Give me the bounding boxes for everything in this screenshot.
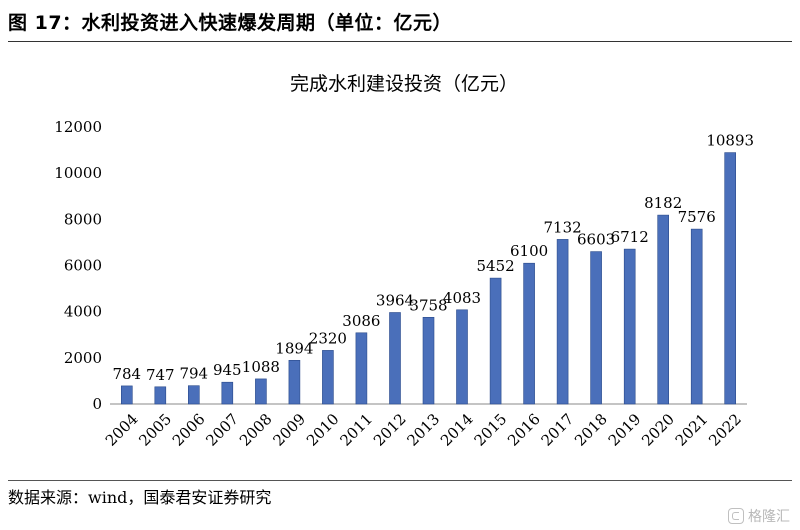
x-tick-label: 2017 bbox=[538, 410, 578, 450]
x-axis: 2004200520062007200820092010201120122013… bbox=[102, 403, 747, 450]
figure-title: 图 17：水利投资进入快速爆发周期（单位：亿元） bbox=[8, 12, 453, 34]
x-tick-label: 2008 bbox=[236, 410, 276, 450]
data-label: 747 bbox=[146, 366, 175, 384]
bar bbox=[690, 228, 703, 405]
data-label: 7132 bbox=[544, 218, 582, 236]
source-note: 数据来源：wind，国泰君安证券研究 bbox=[8, 488, 272, 507]
chart-container: 完成水利建设投资（亿元） 0 2000 4000 6000 8000 10000 12000… bbox=[0, 42, 800, 478]
data-label: 5452 bbox=[477, 257, 515, 275]
x-tick-label: 2004 bbox=[102, 410, 142, 450]
bar bbox=[154, 386, 167, 405]
bar bbox=[188, 385, 200, 405]
data-label: 6712 bbox=[611, 228, 649, 246]
x-tick-label: 2018 bbox=[571, 410, 611, 450]
bar-series bbox=[121, 152, 737, 405]
data-label: 945 bbox=[213, 361, 242, 379]
data-label: 3758 bbox=[409, 296, 447, 314]
bar bbox=[255, 378, 267, 405]
bar bbox=[221, 381, 234, 405]
data-label: 1088 bbox=[242, 358, 280, 376]
bar bbox=[121, 385, 133, 405]
bar bbox=[657, 214, 670, 405]
data-label: 6100 bbox=[510, 242, 548, 260]
x-tick-label: 2015 bbox=[471, 410, 511, 450]
bar bbox=[623, 248, 636, 405]
data-label: 10893 bbox=[706, 132, 754, 150]
x-tick-label: 2022 bbox=[705, 410, 745, 450]
x-tick-label: 2011 bbox=[336, 410, 376, 450]
bar bbox=[489, 277, 502, 405]
x-tick-label: 2014 bbox=[437, 410, 477, 450]
x-tick-label: 2010 bbox=[303, 410, 343, 450]
bar bbox=[422, 316, 435, 405]
y-tick-label: 6000 bbox=[64, 257, 102, 275]
data-label: 6603 bbox=[577, 231, 615, 249]
x-tick-label: 2007 bbox=[202, 410, 242, 450]
y-axis: 0 2000 4000 6000 8000 10000 12000 bbox=[54, 118, 102, 413]
bar bbox=[322, 350, 334, 405]
y-tick-label: 4000 bbox=[64, 303, 102, 321]
data-label: 1894 bbox=[275, 339, 313, 357]
bar bbox=[456, 309, 468, 405]
top-rule bbox=[8, 41, 792, 42]
x-tick-label: 2016 bbox=[504, 410, 544, 450]
x-tick-label: 2005 bbox=[135, 410, 175, 450]
bar bbox=[556, 239, 569, 405]
watermark-text: 格隆汇 bbox=[748, 509, 790, 525]
data-label: 4083 bbox=[443, 289, 481, 307]
x-tick-label: 2019 bbox=[605, 410, 645, 450]
bar bbox=[724, 152, 737, 405]
x-tick-label: 2009 bbox=[269, 410, 309, 450]
watermark-logo-icon bbox=[728, 508, 744, 524]
y-tick-label: 12000 bbox=[54, 118, 102, 136]
data-label: 3086 bbox=[342, 312, 380, 330]
x-tick-label: 2020 bbox=[638, 410, 678, 450]
bar bbox=[355, 332, 368, 405]
data-label: 3964 bbox=[376, 292, 414, 310]
figure-header: 图 17：水利投资进入快速爆发周期（单位：亿元） bbox=[8, 8, 792, 38]
bottom-rule bbox=[8, 480, 792, 481]
y-tick-label: 2000 bbox=[64, 349, 102, 367]
x-tick-label: 2021 bbox=[672, 410, 712, 450]
data-label: 784 bbox=[112, 365, 141, 383]
y-tick-label: 8000 bbox=[64, 210, 102, 228]
data-label: 794 bbox=[179, 365, 208, 383]
y-tick-label: 0 bbox=[92, 395, 102, 413]
chart-title: 完成水利建设投资（亿元） bbox=[290, 73, 518, 95]
bar-chart: 完成水利建设投资（亿元） 0 2000 4000 6000 8000 10000 12000… bbox=[54, 73, 754, 450]
x-tick-label: 2006 bbox=[169, 410, 209, 450]
bar bbox=[288, 359, 301, 405]
x-tick-label: 2012 bbox=[370, 410, 410, 450]
x-tick-label: 2013 bbox=[404, 410, 444, 450]
watermark: 格隆汇 bbox=[728, 506, 790, 526]
data-label: 7576 bbox=[678, 208, 716, 226]
data-label: 2320 bbox=[309, 329, 347, 347]
bar bbox=[590, 251, 602, 405]
bar bbox=[523, 262, 535, 405]
data-label: 8182 bbox=[644, 194, 682, 212]
y-tick-label: 10000 bbox=[54, 164, 102, 182]
bar bbox=[389, 312, 401, 405]
